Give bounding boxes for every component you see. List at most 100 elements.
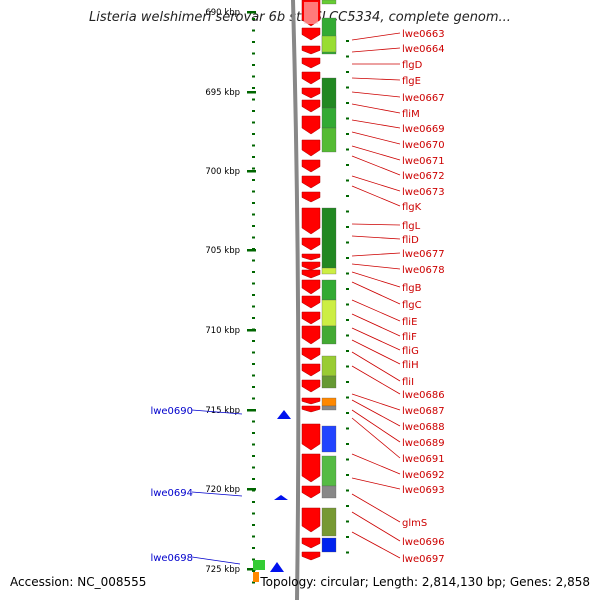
scale-dot [252, 570, 255, 572]
gene-label-right[interactable]: lwe0663 [402, 29, 445, 40]
gene-label-right[interactable]: flgC [402, 300, 422, 311]
track-dot [346, 117, 349, 120]
forward-gene-arrow[interactable] [301, 175, 321, 189]
forward-gene-arrow[interactable] [301, 27, 321, 41]
scale-dot [252, 225, 255, 227]
track-dot [346, 148, 349, 151]
gene-label-right[interactable]: lwe0692 [402, 470, 445, 481]
forward-gene-arrow[interactable] [301, 363, 321, 377]
gene-label-right[interactable]: fliM [402, 109, 420, 120]
forward-gene-arrow[interactable] [301, 139, 321, 157]
gene-label-right[interactable]: lwe0689 [402, 438, 445, 449]
leader-line [351, 531, 401, 559]
gene-label-right[interactable]: lwe0669 [402, 124, 445, 135]
scale-dot [252, 397, 255, 400]
forward-gene-arrow[interactable] [301, 71, 321, 85]
gene-label-right[interactable]: lwe0693 [402, 485, 445, 496]
gene-label-right[interactable]: flgD [402, 60, 423, 71]
forward-gene-arrow[interactable] [301, 191, 321, 203]
gene-label-right[interactable]: fliG [402, 346, 419, 357]
gene-label-right[interactable]: glmS [402, 518, 427, 529]
gene-label-right[interactable]: flgK [402, 202, 422, 213]
gene-label-left[interactable]: lwe0698 [150, 553, 193, 564]
forward-gene-arrow[interactable] [301, 87, 321, 99]
gene-label-right[interactable]: fliD [402, 235, 419, 246]
forward-gene-arrow[interactable] [301, 325, 321, 345]
gene-label-right[interactable]: flgL [402, 221, 421, 232]
forward-gene-arrow[interactable] [301, 311, 321, 325]
track-dot [346, 536, 349, 538]
forward-gene-arrow[interactable] [301, 159, 321, 173]
forward-gene-arrow[interactable] [301, 99, 321, 113]
leader-line-left [191, 491, 243, 497]
forward-gene-arrow[interactable] [301, 207, 321, 235]
leader-line [351, 103, 401, 114]
gene-label-left[interactable]: lwe0694 [150, 488, 193, 499]
leader-line [351, 119, 401, 129]
scale-dot [252, 259, 255, 262]
gene-label-right[interactable]: lwe0664 [402, 44, 445, 55]
forward-gene-arrow[interactable] [301, 485, 321, 499]
gene-label-right[interactable]: lwe0672 [402, 171, 445, 182]
leader-line-left [191, 409, 243, 415]
tick-label: 710 kbp [205, 326, 240, 336]
gene-label-right[interactable]: lwe0677 [402, 249, 445, 260]
gene-label-right[interactable]: lwe0697 [402, 554, 445, 565]
gene-category-block [321, 507, 337, 537]
gene-label-right[interactable]: lwe0687 [402, 406, 445, 417]
gene-label-right[interactable]: fliI [402, 377, 414, 388]
gene-label-right[interactable]: lwe0688 [402, 422, 445, 433]
gene-category-block [321, 0, 337, 5]
gene-label-right[interactable]: fliE [402, 317, 417, 328]
reverse-gene-arrow[interactable] [277, 410, 291, 419]
gene-label-right[interactable]: flgB [402, 283, 422, 294]
gene-label-left[interactable]: lwe0690 [150, 406, 193, 417]
leader-line [351, 477, 401, 490]
forward-gene-arrow[interactable] [301, 551, 321, 561]
gene-label-right[interactable]: lwe0670 [402, 140, 445, 151]
gene-label-right[interactable]: lwe0673 [402, 187, 445, 198]
gene-label-right[interactable]: lwe0667 [402, 93, 445, 104]
gene-label-right[interactable]: lwe0691 [402, 454, 445, 465]
scale-dot [252, 420, 255, 423]
track-dot [346, 489, 349, 492]
gene-label-right[interactable]: lwe0686 [402, 390, 445, 401]
forward-gene-arrow[interactable] [301, 453, 321, 483]
forward-gene-arrow[interactable] [301, 45, 321, 55]
forward-gene-arrow[interactable] [301, 397, 321, 405]
leader-line [351, 351, 401, 382]
gene-label-right[interactable]: fliH [402, 360, 419, 371]
forward-gene-arrow[interactable] [301, 237, 321, 251]
forward-gene-arrow[interactable] [301, 537, 321, 549]
forward-gene-arrow[interactable] [301, 261, 321, 271]
leader-line [351, 131, 401, 145]
forward-gene-arrow[interactable] [301, 115, 321, 135]
forward-gene-arrow[interactable] [301, 269, 321, 279]
gene-label-right[interactable]: lwe0696 [402, 537, 445, 548]
track-dot [346, 458, 349, 461]
forward-gene-arrow[interactable] [301, 379, 321, 393]
leader-line [351, 223, 401, 226]
reverse-gene-arrow[interactable] [274, 495, 288, 500]
forward-gene-arrow[interactable] [301, 423, 321, 451]
accession-label: Accession: NC_008555 [10, 575, 147, 589]
forward-gene-arrow[interactable] [301, 57, 321, 69]
gene-label-right[interactable]: flgE [402, 76, 421, 87]
tick-mark [247, 329, 256, 332]
gene-category-block [321, 77, 337, 109]
leader-line [351, 511, 401, 542]
gene-label-right[interactable]: lwe0671 [402, 156, 445, 167]
forward-gene-arrow[interactable] [301, 253, 321, 261]
tick-label: 705 kbp [205, 246, 240, 256]
gene-label-right[interactable]: fliF [402, 332, 417, 343]
forward-gene-arrow[interactable] [301, 295, 321, 309]
reverse-gene-arrow[interactable] [270, 562, 284, 572]
leader-line-left [191, 556, 241, 565]
track-dot [346, 164, 349, 166]
forward-gene-arrow[interactable] [301, 279, 321, 295]
forward-gene-arrow[interactable] [301, 405, 321, 413]
gene-label-right[interactable]: lwe0678 [402, 265, 445, 276]
gene-category-block [321, 425, 337, 453]
forward-gene-arrow[interactable] [301, 347, 321, 361]
forward-gene-arrow[interactable] [301, 507, 321, 533]
